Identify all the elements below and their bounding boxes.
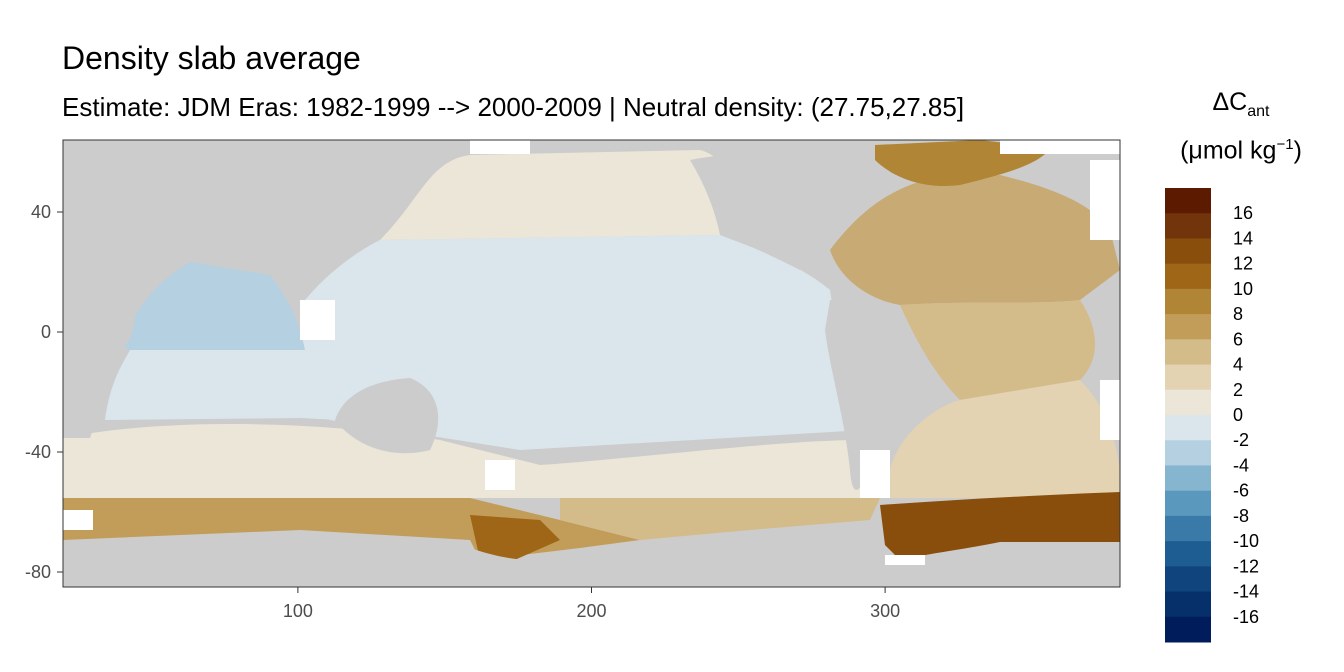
legend-label: 10 bbox=[1233, 279, 1253, 299]
legend-label: 0 bbox=[1233, 405, 1243, 425]
land-africa bbox=[63, 248, 136, 438]
legend-label: 14 bbox=[1233, 228, 1253, 248]
legend-unit-superscript: −1 bbox=[1276, 136, 1294, 153]
legend-swatch bbox=[1165, 566, 1211, 593]
legend-swatch bbox=[1165, 364, 1211, 391]
region-pacific-north bbox=[380, 150, 725, 240]
legend-label: -4 bbox=[1233, 455, 1249, 475]
legend-label: -8 bbox=[1233, 506, 1249, 526]
x-axis: 100 200 300 bbox=[283, 587, 900, 621]
legend-label: -14 bbox=[1233, 582, 1259, 602]
legend-label: -10 bbox=[1233, 531, 1259, 551]
y-axis: 40 0 -40 -80 bbox=[25, 202, 63, 582]
legend-label: -6 bbox=[1233, 481, 1249, 501]
x-tick-label: 300 bbox=[870, 601, 900, 621]
land-antarctica bbox=[63, 540, 1120, 587]
legend-swatch bbox=[1165, 515, 1211, 542]
region-atlantic-north bbox=[830, 175, 1120, 305]
legend-title-subscript: ant bbox=[1247, 103, 1270, 120]
legend-label: 16 bbox=[1233, 203, 1253, 223]
legend-title-main: ΔC bbox=[1212, 88, 1248, 116]
region-indian-south bbox=[105, 350, 340, 420]
legend-swatch bbox=[1165, 440, 1211, 466]
region-atlantic-tropical bbox=[900, 300, 1095, 400]
y-tick-label: -40 bbox=[25, 442, 51, 462]
legend-swatch bbox=[1165, 188, 1211, 214]
legend-label: -16 bbox=[1233, 607, 1259, 627]
region-pacific-tropical bbox=[300, 235, 865, 450]
land-north-america bbox=[690, 154, 860, 270]
region-ross-margin bbox=[470, 515, 560, 562]
legend-swatch bbox=[1165, 314, 1211, 340]
legend-label: 6 bbox=[1233, 329, 1243, 349]
legend-unit-prefix: (μmol kg bbox=[1180, 136, 1277, 165]
land-australia bbox=[335, 378, 439, 454]
legend-label: 12 bbox=[1233, 254, 1253, 274]
y-tick-label: 40 bbox=[31, 202, 51, 222]
legend-swatch bbox=[1165, 616, 1211, 643]
legend-title: ΔCant bbox=[1166, 88, 1316, 121]
region-indian bbox=[120, 262, 305, 355]
legend-swatch bbox=[1165, 541, 1211, 567]
map-panel bbox=[63, 140, 1120, 587]
region-atlantic-south bbox=[880, 380, 1120, 498]
chart-subtitle: Estimate: JDM Eras: 1982-1999 --> 2000-2… bbox=[62, 92, 965, 122]
legend-label: 2 bbox=[1233, 380, 1243, 400]
nodata-patches bbox=[63, 140, 1120, 565]
region-weddell bbox=[880, 492, 1120, 560]
legend-unit: (μmol kg−1) bbox=[1166, 136, 1316, 165]
legend-label: -2 bbox=[1233, 430, 1249, 450]
x-tick-label: 100 bbox=[283, 601, 313, 621]
chart-title: Density slab average bbox=[62, 40, 361, 76]
legend-swatch bbox=[1165, 490, 1211, 517]
region-southern-fringe bbox=[560, 498, 880, 540]
y-tick-label: 0 bbox=[41, 322, 51, 342]
legend-label: 4 bbox=[1233, 355, 1243, 375]
legend-swatch bbox=[1165, 415, 1211, 441]
legend-label: 8 bbox=[1233, 304, 1243, 324]
legend-swatch bbox=[1165, 288, 1211, 315]
y-tick-label: -80 bbox=[25, 562, 51, 582]
land-south-america bbox=[825, 300, 905, 490]
legend-swatch bbox=[1165, 263, 1211, 290]
legend-colorbar: 16 14 12 10 8 6 4 2 0 -2 -4 -6 -8 -10 -12 -14 -16 bbox=[1165, 188, 1259, 643]
legend-label: -12 bbox=[1233, 556, 1259, 576]
region-southern-belt bbox=[63, 424, 880, 498]
legend-swatch bbox=[1165, 213, 1211, 239]
legend-swatch bbox=[1165, 389, 1211, 416]
legend-swatch bbox=[1165, 238, 1211, 265]
legend-swatch bbox=[1165, 465, 1211, 492]
legend-swatch bbox=[1165, 339, 1211, 366]
x-tick-label: 200 bbox=[576, 601, 606, 621]
legend-swatch bbox=[1165, 591, 1211, 618]
legend-unit-suffix: ) bbox=[1293, 136, 1302, 165]
